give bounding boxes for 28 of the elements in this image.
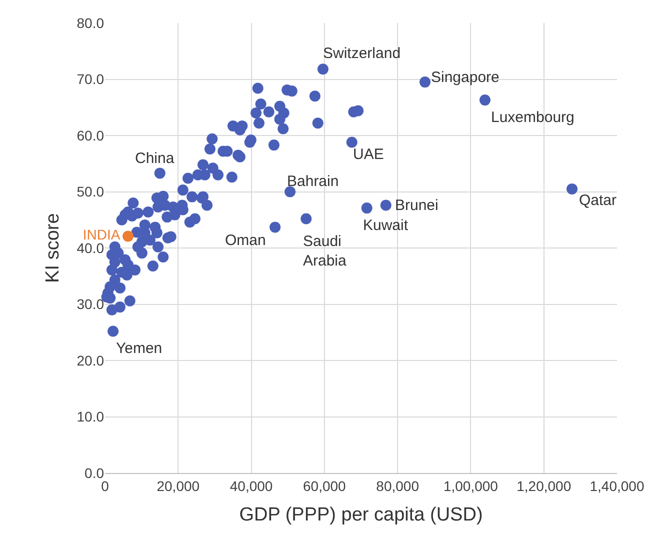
annotation: Bahrain (287, 173, 339, 190)
y-tick-label: 80.0 (76, 14, 104, 31)
annotation: China (135, 150, 175, 167)
x-tick-label: 1,00,000 (443, 478, 498, 494)
y-tick-label: 50.0 (76, 184, 104, 200)
annotation: Brunei (395, 197, 438, 214)
annotation: Luxembourg (491, 109, 574, 126)
annotation: Kuwait (363, 217, 409, 234)
y-tick-label: 70.0 (76, 71, 104, 88)
x-tick-label: 80,000 (376, 478, 420, 494)
y-tick-label: 30.0 (76, 296, 104, 312)
annotation: UAE (353, 146, 384, 163)
x-tick-label: 20,000 (156, 478, 200, 494)
x-tick-label: 60,000 (303, 478, 346, 494)
annotation: Qatar (579, 192, 617, 209)
annotation: Oman (225, 232, 266, 249)
y-tick-label: 10.0 (76, 408, 104, 425)
annotation: Singapore (431, 69, 500, 86)
x-tick-label: 40,000 (230, 478, 273, 494)
y-axis-title: KI score (42, 213, 64, 283)
x-tick-label: 1,20,000 (516, 478, 572, 494)
annotation: Saudi Arabia (303, 233, 348, 270)
y-tick-label: 20.0 (76, 352, 104, 368)
annotation: Switzerland (323, 45, 401, 62)
annotation: Yemen (116, 340, 162, 357)
x-axis-title: GDP (PPP) per capita (USD) (239, 504, 483, 526)
y-tick-label: 60.0 (76, 127, 104, 144)
x-tick-label: 1,40,000 (590, 478, 644, 494)
